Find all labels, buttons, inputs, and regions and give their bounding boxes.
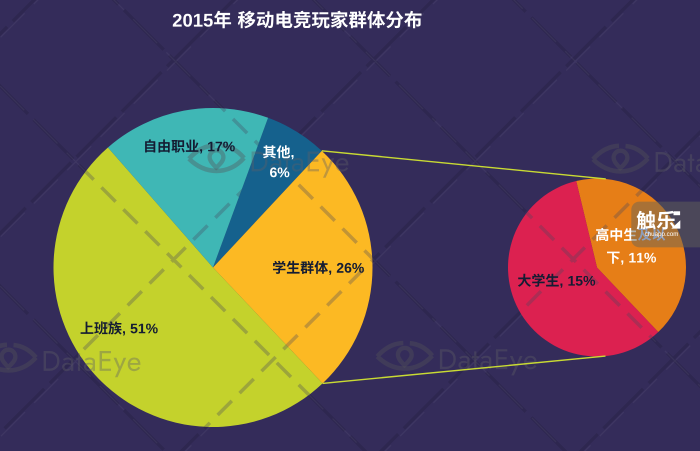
svg-text:chuapp.com: chuapp.com xyxy=(645,231,679,238)
